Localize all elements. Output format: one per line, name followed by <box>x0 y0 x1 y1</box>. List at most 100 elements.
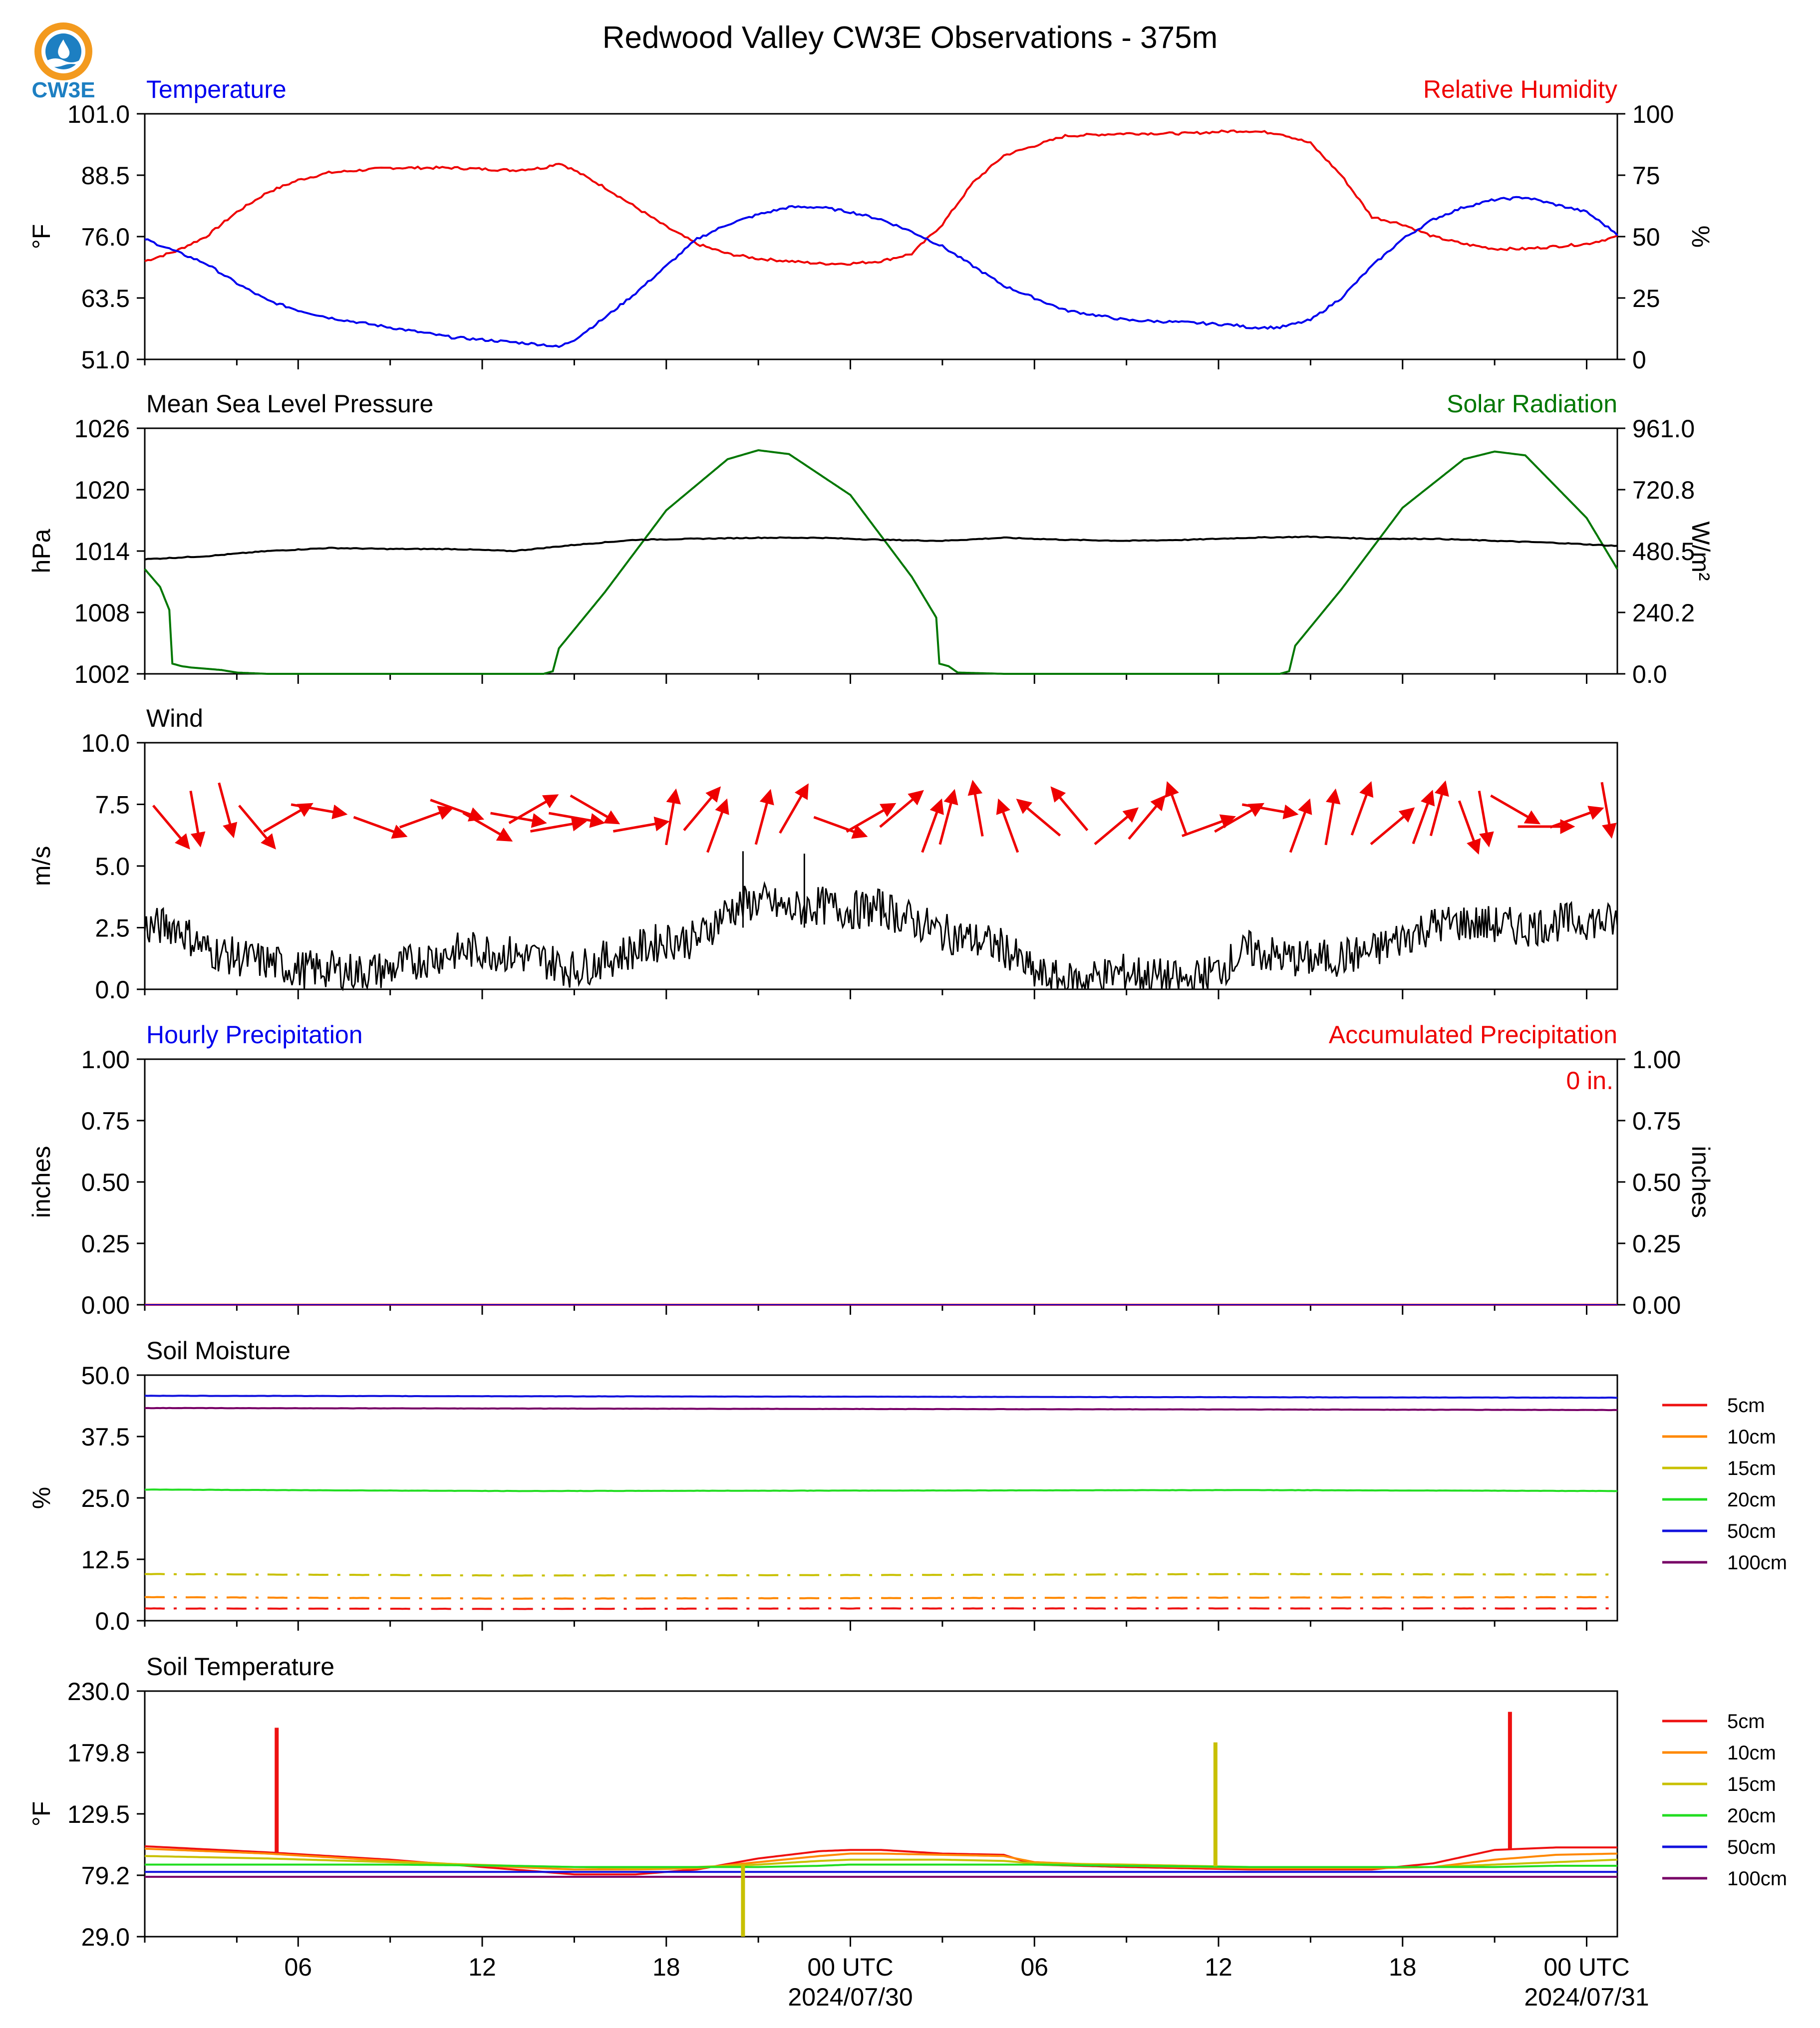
soil-temp-line-10cm <box>144 1847 1618 1871</box>
y-tick-label: 1014 <box>74 538 130 566</box>
y-tick-label: 0.50 <box>81 1168 130 1196</box>
y-tick-label: 1008 <box>74 599 130 627</box>
wind-direction-arrow <box>1350 781 1374 836</box>
wind-direction-arrow <box>1241 803 1299 820</box>
y-tick-label-right: 961.0 <box>1632 415 1695 443</box>
rh-series-line <box>144 129 1618 266</box>
y-tick-label: 50.0 <box>81 1362 130 1390</box>
y-tick-label-right: 25 <box>1632 285 1660 312</box>
wind-direction-arrow <box>1549 806 1604 829</box>
soil-moisture-line-100cm <box>144 1407 1618 1412</box>
y-axis-label: hPa <box>27 529 55 573</box>
y-tick-label: 129.5 <box>67 1800 130 1828</box>
x-tick-label: 12 <box>1205 1953 1232 1981</box>
y-tick-label-right: 0.75 <box>1632 1107 1681 1135</box>
x-tick-label: 18 <box>652 1953 680 1981</box>
y-tick-label: 51.0 <box>81 346 130 374</box>
x-date-label: 2024/07/30 <box>788 1983 912 2011</box>
wind-direction-arrow <box>462 812 513 842</box>
wind-direction-arrow <box>683 786 721 832</box>
y-tick-label-right: 0.50 <box>1632 1168 1681 1196</box>
soil-temp-spike <box>741 1865 745 1937</box>
panel-title-left: Soil Moisture <box>146 1337 291 1365</box>
y-tick-label-right: 240.2 <box>1632 599 1695 627</box>
legend-label-5cm: 5cm <box>1727 1711 1765 1733</box>
y-tick-label: 2.5 <box>95 914 130 942</box>
chart-title: Redwood Valley CW3E Observations - 375m <box>602 20 1218 55</box>
wind-direction-arrow <box>353 816 408 839</box>
y-axis-label-right: inches <box>1687 1146 1715 1218</box>
soil-temp-spike <box>275 1728 279 1853</box>
panel-title-left: Temperature <box>146 75 287 103</box>
soil-moisture-line-50cm <box>144 1395 1618 1399</box>
x-tick-label: 00 UTC <box>1543 1953 1629 1981</box>
legend-label-50cm: 50cm <box>1727 1836 1776 1858</box>
wind-direction-arrow <box>665 788 681 846</box>
y-tick-label: 29.0 <box>81 1923 130 1951</box>
wind-direction-arrow <box>921 798 944 853</box>
x-tick-label: 00 UTC <box>807 1953 893 1981</box>
legend-label-20cm: 20cm <box>1727 1489 1776 1511</box>
soil-moisture-line-20cm <box>145 1488 1618 1492</box>
y-tick-label: 12.5 <box>81 1546 130 1574</box>
soil-temp-spike <box>1213 1742 1217 1867</box>
wind-direction-arrow <box>399 806 454 829</box>
y-tick-label: 25.0 <box>81 1484 130 1512</box>
x-tick-label: 12 <box>468 1953 496 1981</box>
wind-direction-arrow <box>1050 786 1089 832</box>
wind-direction-arrow <box>291 803 348 820</box>
wind-direction-arrow <box>1412 790 1435 845</box>
wind-direction-arrow <box>189 791 206 848</box>
wind-direction-arrow <box>1016 799 1061 837</box>
wind-direction-arrow <box>1214 803 1265 833</box>
y-tick-label: 101.0 <box>67 100 130 128</box>
y-tick-label: 5.0 <box>95 853 130 880</box>
wind-direction-arrow <box>152 805 190 850</box>
y-tick-label: 1026 <box>74 415 130 443</box>
legend-label-50cm: 50cm <box>1727 1520 1776 1542</box>
legend-label-100cm: 100cm <box>1727 1552 1787 1574</box>
y-tick-label: 76.0 <box>81 223 130 251</box>
y-tick-label: 1002 <box>74 660 130 688</box>
legend-label-100cm: 100cm <box>1727 1868 1787 1890</box>
y-tick-label-right: 1.00 <box>1632 1046 1681 1074</box>
wind-direction-arrow <box>1429 780 1449 837</box>
panel-frame <box>144 1690 1618 1938</box>
y-tick-label-right: 50 <box>1632 223 1660 251</box>
y-axis-label: % <box>27 1487 55 1509</box>
wind-direction-arrow <box>1165 781 1188 836</box>
soil-moisture-line-15cm <box>144 1573 1618 1577</box>
y-axis-label-right: W/m² <box>1687 521 1715 580</box>
wind-direction-arrow <box>1490 794 1541 825</box>
y-axis-label: inches <box>27 1146 55 1218</box>
panel-frame <box>144 1058 1618 1306</box>
panel-frame <box>144 1374 1618 1622</box>
panel-frame <box>144 427 1618 675</box>
wind-direction-arrow <box>1182 814 1236 838</box>
y-tick-label: 0.00 <box>81 1291 130 1319</box>
soil-temp-line-5cm <box>144 1845 1617 1876</box>
y-tick-label-right: 75 <box>1632 162 1660 190</box>
wind-speed-line <box>144 880 1618 991</box>
panel-title-right: Relative Humidity <box>1423 75 1617 103</box>
y-tick-label: 230.0 <box>67 1678 130 1706</box>
wind-direction-arrow <box>263 803 313 833</box>
x-tick-label: 18 <box>1389 1953 1417 1981</box>
legend-label-15cm: 15cm <box>1727 1457 1776 1479</box>
soil-temp-line-20cm <box>145 1863 1617 1868</box>
y-tick-label: 63.5 <box>81 285 130 312</box>
panel-frame <box>144 742 1618 990</box>
wind-direction-arrow <box>430 799 485 822</box>
y-tick-label: 10.0 <box>81 729 130 757</box>
y-axis-label-right: % <box>1687 226 1715 248</box>
y-tick-label-right: 0.0 <box>1632 660 1667 688</box>
legend-label-20cm: 20cm <box>1727 1805 1776 1827</box>
wind-direction-arrow <box>996 798 1019 853</box>
y-tick-label: 0.0 <box>95 976 130 1004</box>
x-tick-label: 06 <box>1020 1953 1048 1981</box>
y-tick-label: 88.5 <box>81 162 130 190</box>
wind-direction-arrow <box>1128 795 1166 840</box>
soil-temp-spike <box>1508 1712 1512 1849</box>
y-tick-label: 0.25 <box>81 1230 130 1258</box>
